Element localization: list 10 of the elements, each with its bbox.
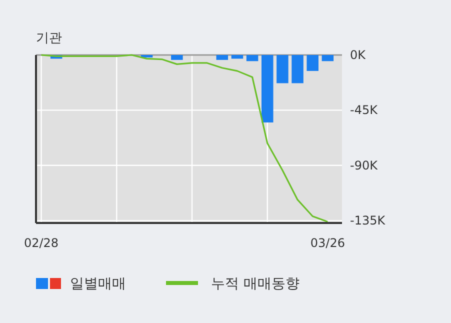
legend-label: 누적 매매동향 — [211, 276, 300, 292]
x-tick-label: 03/26 — [310, 236, 345, 250]
y-tick-label: -45K — [350, 103, 379, 118]
x-tick-label: 02/28 — [24, 236, 59, 250]
y-tick-label: 0K — [350, 48, 367, 62]
legend-label: 일별매매 — [70, 276, 126, 292]
line-series — [40, 54, 328, 223]
y-tick-label: -90K — [350, 158, 379, 172]
y-tick-label: -135K — [350, 214, 386, 228]
chart-title: 기관 — [36, 31, 62, 46]
